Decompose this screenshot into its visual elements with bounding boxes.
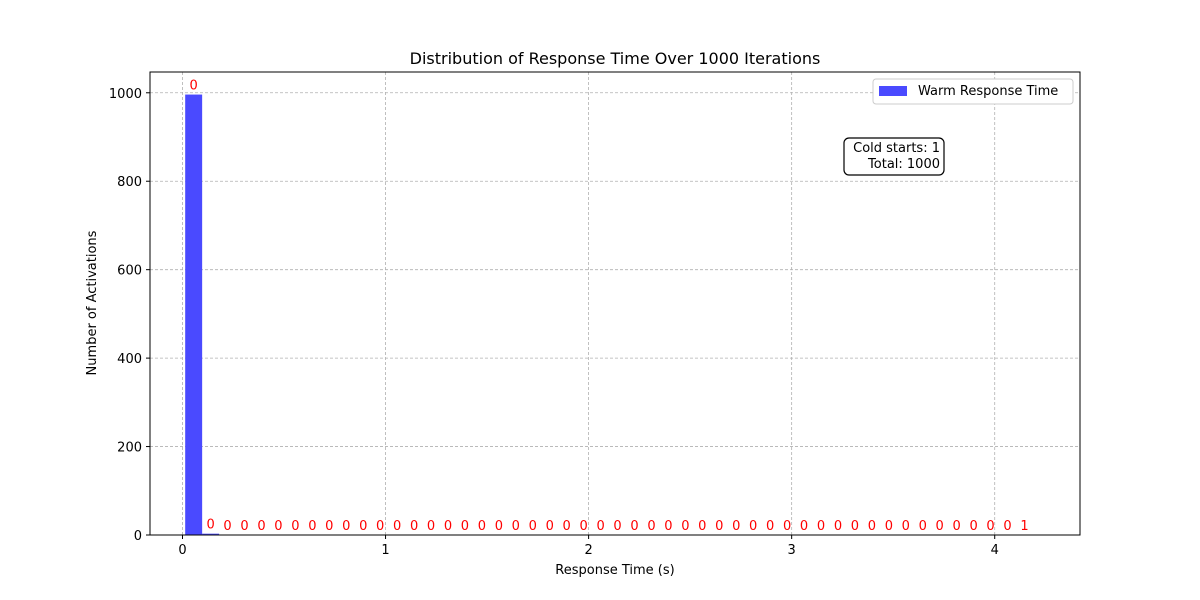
annotation-box	[843, 137, 945, 176]
y-axis-ticks: 0 200 400 600 800 1000	[109, 87, 150, 544]
bar-count-label: 0	[342, 519, 350, 534]
bar-count-label: 0	[190, 79, 198, 94]
bar-count-label: 0	[274, 519, 282, 534]
legend: Warm Response Time	[872, 78, 1074, 105]
bar-count-label: 0	[461, 519, 469, 534]
bar-count-label: 0	[681, 519, 689, 534]
bar-count-label: 0	[596, 519, 604, 534]
bar-count-label: 0	[257, 519, 265, 534]
y-tick-label: 400	[117, 352, 142, 367]
y-axis-label: Number of Activations	[85, 230, 100, 375]
legend-swatch	[879, 86, 907, 96]
bar-count-label: 0	[698, 519, 706, 534]
x-tick-label: 2	[584, 543, 592, 558]
bar-count-label: 0	[783, 519, 791, 534]
bar-count-label: 0	[206, 518, 214, 533]
bars	[185, 94, 220, 535]
bar-labels: 00 0 0 0 0 0 0 0 0 0 0 0 0 0 0 0 0 0 0 0 0 0 0 0 0 0 0 0 0 0 0 0 0 0 0 0 0 0 0…	[190, 79, 1029, 534]
bar-count-label: 0	[953, 519, 961, 534]
bar-count-label: 0	[563, 519, 571, 534]
total-text: Total: 1000	[867, 157, 940, 172]
bar-count-label: 0	[1003, 519, 1011, 534]
bar-count-label: 1	[1020, 519, 1028, 534]
bar-count-label: 0	[393, 519, 401, 534]
plot-frame	[149, 71, 1081, 536]
bar-count-label: 0	[376, 519, 384, 534]
bar-count-label: 0	[613, 519, 621, 534]
x-tick-label: 4	[991, 543, 999, 558]
stats-annotation: Cold starts: 1 Total: 1000	[843, 137, 945, 176]
bar-count-label: 0	[359, 519, 367, 534]
bar-count-label: 0	[478, 519, 486, 534]
bar-count-label: 0	[647, 519, 655, 534]
x-axis-label: Response Time (s)	[555, 563, 674, 578]
bar-count-label: 0	[546, 519, 554, 534]
chart-title: Distribution of Response Time Over 1000 …	[410, 49, 821, 68]
histogram-bar	[202, 533, 220, 535]
bar-count-label: 0	[291, 519, 299, 534]
x-axis-ticks: 0 1 2 3 4	[178, 535, 999, 558]
x-tick-label: 1	[381, 543, 389, 558]
bar-count-label: 0	[308, 519, 316, 534]
y-tick-label: 600	[117, 264, 142, 279]
bar-count-label: 0	[495, 519, 503, 534]
bar-count-label: 0	[444, 519, 452, 534]
x-tick-label: 0	[178, 543, 186, 558]
bar-count-label: 0	[817, 519, 825, 534]
histogram-bar	[185, 94, 203, 535]
bar-count-label: 0	[512, 519, 520, 534]
bar-count-label: 0	[427, 519, 435, 534]
bar-count-label: 0	[664, 519, 672, 534]
bar-count-label: 0	[732, 519, 740, 534]
bar-count-label: 0	[919, 519, 927, 534]
bar-count-label: 0	[410, 519, 418, 534]
bar-count-label: 0	[868, 519, 876, 534]
bar-count-label: 0	[936, 519, 944, 534]
bar-count-label: 0	[902, 519, 910, 534]
bar-count-label: 0	[885, 519, 893, 534]
bar-count-label: 0	[715, 519, 723, 534]
bar-count-label: 0	[749, 519, 757, 534]
y-tick-label: 1000	[109, 87, 142, 102]
x-tick-label: 3	[788, 543, 796, 558]
cold-starts-text: Cold starts: 1	[853, 141, 940, 156]
y-tick-label: 0	[134, 529, 142, 544]
bar-count-label: 0	[529, 519, 537, 534]
bar-count-label: 0	[969, 519, 977, 534]
bar-count-label: 0	[240, 519, 248, 534]
bar-count-label: 0	[851, 519, 859, 534]
bar-count-label: 0	[986, 519, 994, 534]
legend-box	[872, 78, 1074, 105]
bar-count-label: 0	[325, 519, 333, 534]
y-tick-label: 200	[117, 441, 142, 456]
bar-count-label: 0	[800, 519, 808, 534]
bar-count-label: 0	[766, 519, 774, 534]
bar-count-label: 0	[223, 519, 231, 534]
bar-count-label: 0	[579, 519, 587, 534]
y-tick-label: 800	[117, 175, 142, 190]
legend-label: Warm Response Time	[918, 84, 1058, 99]
bar-count-label: 0	[630, 519, 638, 534]
bar-count-label: 0	[834, 519, 842, 534]
